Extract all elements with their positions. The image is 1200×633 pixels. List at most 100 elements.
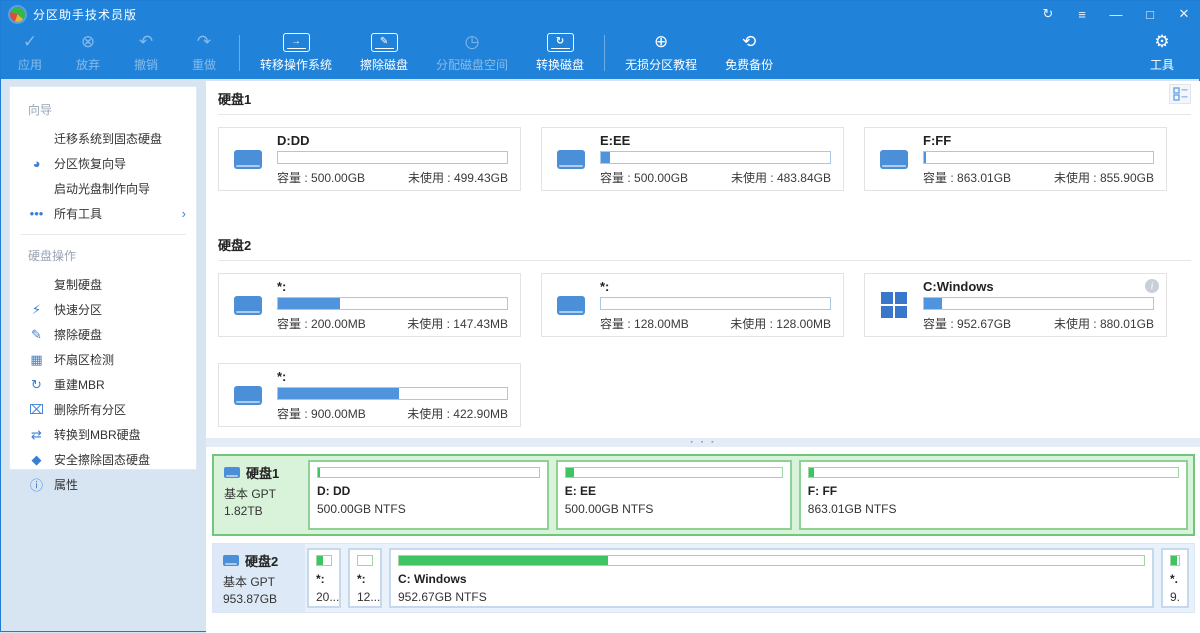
disk1-label-block[interactable]: 硬盘1 基本 GPT 1.82TB: [214, 456, 306, 534]
capacity-text: 容量 : 200.00MB: [277, 316, 366, 331]
app-logo-icon: [10, 6, 25, 22]
chevron-right-icon: ›: [181, 206, 186, 221]
convert-disk-button[interactable]: ↻ 转换磁盘: [522, 27, 598, 79]
undo-arrow-icon: ↶: [138, 32, 154, 51]
unused-text: 未使用 : 880.01GB: [1053, 316, 1154, 331]
splitter-handle-icon: ▪ ▪ ▪: [690, 439, 717, 446]
sidebar-item-bad-sector-check[interactable]: ▦ 坏扇区检测: [10, 347, 196, 372]
disk2-partition-4[interactable]: *. 9.: [1161, 548, 1189, 608]
usage-minibar: [564, 467, 783, 478]
minimize-button[interactable]: —: [1109, 6, 1123, 22]
partition-cards-panel: 硬盘1 D:DD 容量 : 500.00GB 未使用 : 499.43GB E:…: [206, 81, 1200, 438]
lightning-icon: ⚡: [31, 301, 42, 317]
windows-logo-icon: [879, 292, 909, 318]
drive-icon: [233, 149, 263, 169]
sidebar-item-copy-disk[interactable]: 复制硬盘: [54, 278, 103, 292]
usage-minibar: [316, 555, 332, 566]
info-icon: ⓘ: [29, 478, 43, 493]
drive-icon: [879, 149, 909, 169]
partition-card-star1[interactable]: *: 容量 : 200.00MB 未使用 : 147.43MB: [218, 273, 521, 337]
sidebar: 向导 迁移系统到固态硬盘 ◕ 分区恢复向导 启动光盘制作向导 ••• 所有工具 …: [9, 86, 197, 493]
maximize-button[interactable]: □: [1146, 6, 1154, 22]
backup-sync-icon: ⟲: [741, 32, 757, 51]
sidebar-item-partition-recovery[interactable]: ◕ 分区恢复向导: [10, 151, 196, 176]
sidebar-item-properties[interactable]: ⓘ 属性: [10, 472, 196, 497]
partition-label: *:: [277, 278, 287, 294]
sidebar-item-wipe-disk[interactable]: ✎ 擦除硬盘: [10, 322, 196, 347]
drive-icon: [556, 295, 586, 315]
sidebar-item-delete-all-partitions[interactable]: ⌧ 删除所有分区: [29, 401, 127, 418]
sidebar-item-convert-to-mbr[interactable]: ⇄ 转换到MBR硬盘: [10, 422, 196, 447]
migrate-os-button[interactable]: → 转移操作系统: [246, 27, 346, 79]
drive-icon: [556, 149, 586, 169]
wipe-disk-button[interactable]: ✎ 擦除磁盘: [346, 27, 422, 79]
unused-text: 未使用 : 147.43MB: [407, 316, 508, 331]
free-backup-button[interactable]: ⟲ 免费备份: [725, 32, 774, 73]
disk1-partition-f[interactable]: F: FF 863.01GB NTFS: [798, 460, 1188, 530]
partition-label: *:: [277, 368, 287, 384]
sidebar-item-all-tools[interactable]: ••• 所有工具 ›: [29, 206, 186, 221]
partition-card-f[interactable]: F:FF 容量 : 863.01GB 未使用 : 855.90GB: [864, 127, 1167, 191]
partition-label: E:EE: [600, 132, 631, 148]
disk1-partition-d[interactable]: D: DD 500.00GB NTFS: [308, 460, 549, 530]
view-mode-toggle[interactable]: [1169, 84, 1191, 104]
discard-button[interactable]: ⊗ 放弃: [75, 32, 100, 73]
allocate-space-button[interactable]: ◷ 分配磁盘空间: [436, 32, 509, 73]
apply-button[interactable]: ✓ 应用: [17, 32, 42, 73]
partition-card-c-windows[interactable]: i C:Windows 容量 : 952.67GB 未使用 : 880.01GB: [864, 273, 1167, 337]
drive-erase-icon: ✎: [370, 33, 398, 52]
disk2-label-block[interactable]: 硬盘2 基本 GPT 953.87GB: [213, 544, 305, 612]
sidebar-item-migrate-to-ssd[interactable]: 迁移系统到固态硬盘: [54, 132, 163, 146]
redo-button[interactable]: ↷ 重做: [191, 32, 216, 73]
usage-minibar: [398, 555, 1145, 566]
sidebar-item-quick-partition[interactable]: ⚡ 快速分区: [10, 297, 196, 322]
sidebar-item-rebuild-mbr[interactable]: ↻ 重建MBR: [10, 372, 196, 397]
disk2-partition-c[interactable]: C: Windows 952.67GB NTFS: [389, 548, 1154, 608]
capacity-text: 容量 : 500.00GB: [277, 170, 366, 185]
usage-minibar: [317, 467, 540, 478]
partition-label: C:Windows: [923, 278, 994, 294]
disk1-row[interactable]: 硬盘1 基本 GPT 1.82TB D: DD 500.00GB NTFS E:…: [212, 454, 1195, 536]
partition-card-star3[interactable]: *: 容量 : 900.00MB 未使用 : 422.90MB: [218, 363, 521, 427]
partition-label: *:: [600, 278, 610, 294]
shield-plus-icon: ⊕: [653, 32, 669, 51]
disk2-partition-2[interactable]: *: 12...: [348, 548, 382, 608]
sidebar-item-bootable-cd[interactable]: 启动光盘制作向导: [54, 182, 151, 196]
redo-arrow-icon: ↷: [196, 32, 212, 51]
usage-bar: [277, 296, 508, 310]
disk2-header: 硬盘2: [218, 238, 252, 253]
refresh-icon[interactable]: ↻: [1042, 6, 1054, 21]
disk-map-panel: 硬盘1 基本 GPT 1.82TB D: DD 500.00GB NTFS E:…: [206, 447, 1200, 633]
capacity-text: 容量 : 863.01GB: [923, 170, 1012, 185]
unused-text: 未使用 : 499.43GB: [407, 170, 508, 185]
unused-text: 未使用 : 422.90MB: [407, 406, 508, 421]
disk-size: 953.87GB: [223, 592, 278, 606]
rebuild-cycle-icon: ↻: [31, 376, 42, 392]
menu-icon[interactable]: ≡: [1078, 6, 1086, 22]
capacity-text: 容量 : 900.00MB: [277, 406, 366, 421]
partition-card-e[interactable]: E:EE 容量 : 500.00GB 未使用 : 483.84GB: [541, 127, 844, 191]
drive-convert-icon: ↻: [546, 33, 574, 52]
divider: [218, 260, 1191, 261]
sidebar-item-secure-erase-ssd[interactable]: ◆ 安全擦除固态硬盘: [10, 447, 196, 472]
wrench-icon: ⚙: [1154, 32, 1170, 51]
disk1-partition-e[interactable]: E: EE 500.00GB NTFS: [555, 460, 792, 530]
partition-card-star2[interactable]: *: 容量 : 128.00MB 未使用 : 128.00MB: [541, 273, 844, 337]
info-badge-icon[interactable]: i: [1145, 279, 1159, 293]
disk2-partition-1[interactable]: *: 20...: [307, 548, 341, 608]
sidebar-divider: [20, 234, 186, 235]
disk-size: 1.82TB: [224, 504, 263, 518]
usage-bar: [923, 150, 1154, 164]
pie-recovery-icon: ◕: [32, 156, 41, 171]
toolbar: ✓ 应用 ⊗ 放弃 ↶ 撤销 ↷ 重做 → 转移操作系统 ✎ 擦除磁盘 ◷ 分配…: [1, 27, 1200, 79]
clock-pie-icon: ◷: [464, 32, 480, 51]
partition-tutorial-button[interactable]: ⊕ 无损分区教程: [625, 32, 698, 73]
trash-icon: ⌧: [29, 401, 44, 417]
partition-card-d[interactable]: D:DD 容量 : 500.00GB 未使用 : 499.43GB: [218, 127, 521, 191]
disk2-row[interactable]: 硬盘2 基本 GPT 953.87GB *: 20... *: 12... C:…: [212, 543, 1195, 613]
tools-button[interactable]: ⚙ 工具: [1149, 32, 1174, 73]
partition-label: D:DD: [277, 132, 310, 148]
undo-button[interactable]: ↶ 撤销: [133, 32, 158, 73]
close-button[interactable]: ✕: [1178, 6, 1190, 21]
panel-splitter[interactable]: ▪ ▪ ▪: [206, 438, 1200, 447]
